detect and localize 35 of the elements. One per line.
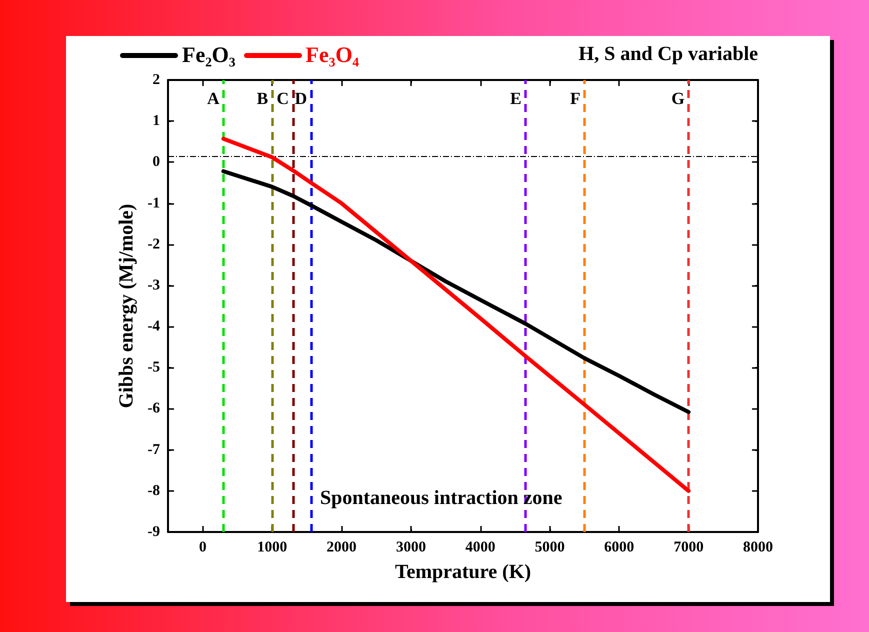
annotation: Spontaneous intraction zone <box>320 487 562 509</box>
y-tick-label: -2 <box>148 236 160 252</box>
x-tick-label: 4000 <box>465 540 496 556</box>
text: H, S and Cp variable <box>578 43 758 65</box>
text: Fe₃O₄ <box>306 42 360 68</box>
y-tick-label: -5 <box>148 360 160 376</box>
y-tick-label: -8 <box>148 482 160 499</box>
x-axis-title: Temprature (K) <box>394 561 532 583</box>
line-series <box>221 169 691 414</box>
y-axis-title: Gibbs energy (Mj/mole) <box>116 204 138 408</box>
x-tick-label: 1000 <box>257 540 288 556</box>
x-tick-label: 5000 <box>534 540 565 556</box>
x-tick-label: 6000 <box>604 540 634 556</box>
ref-line-label: G <box>671 89 685 108</box>
ref-line-label: D <box>294 89 307 108</box>
y-tick-label: -3 <box>148 277 160 294</box>
ref-line-label: E <box>510 89 522 108</box>
y-tick-label: -6 <box>148 400 160 417</box>
y-tick-label: -1 <box>148 195 160 212</box>
ref-line-label: A <box>207 89 220 108</box>
ref-line-label: F <box>570 89 580 108</box>
ref-line-label: C <box>276 89 289 108</box>
x-tick-label: 8000 <box>743 540 773 556</box>
y-tick-label: -9 <box>148 524 160 540</box>
ref-line-label: B <box>256 89 268 108</box>
x-tick-label: 2000 <box>326 540 357 556</box>
text: Fe₂O₃ <box>182 42 236 68</box>
x-tick-label: 0 <box>198 540 206 556</box>
y-tick-label: 0 <box>152 154 160 170</box>
y-tick-label: 2 <box>152 72 160 88</box>
y-tick-label: -4 <box>148 318 160 335</box>
x-tick-label: 7000 <box>674 540 704 556</box>
x-tick-label: 3000 <box>396 540 426 556</box>
y-tick-label: 1 <box>152 113 160 130</box>
y-tick-label: -7 <box>148 442 160 458</box>
